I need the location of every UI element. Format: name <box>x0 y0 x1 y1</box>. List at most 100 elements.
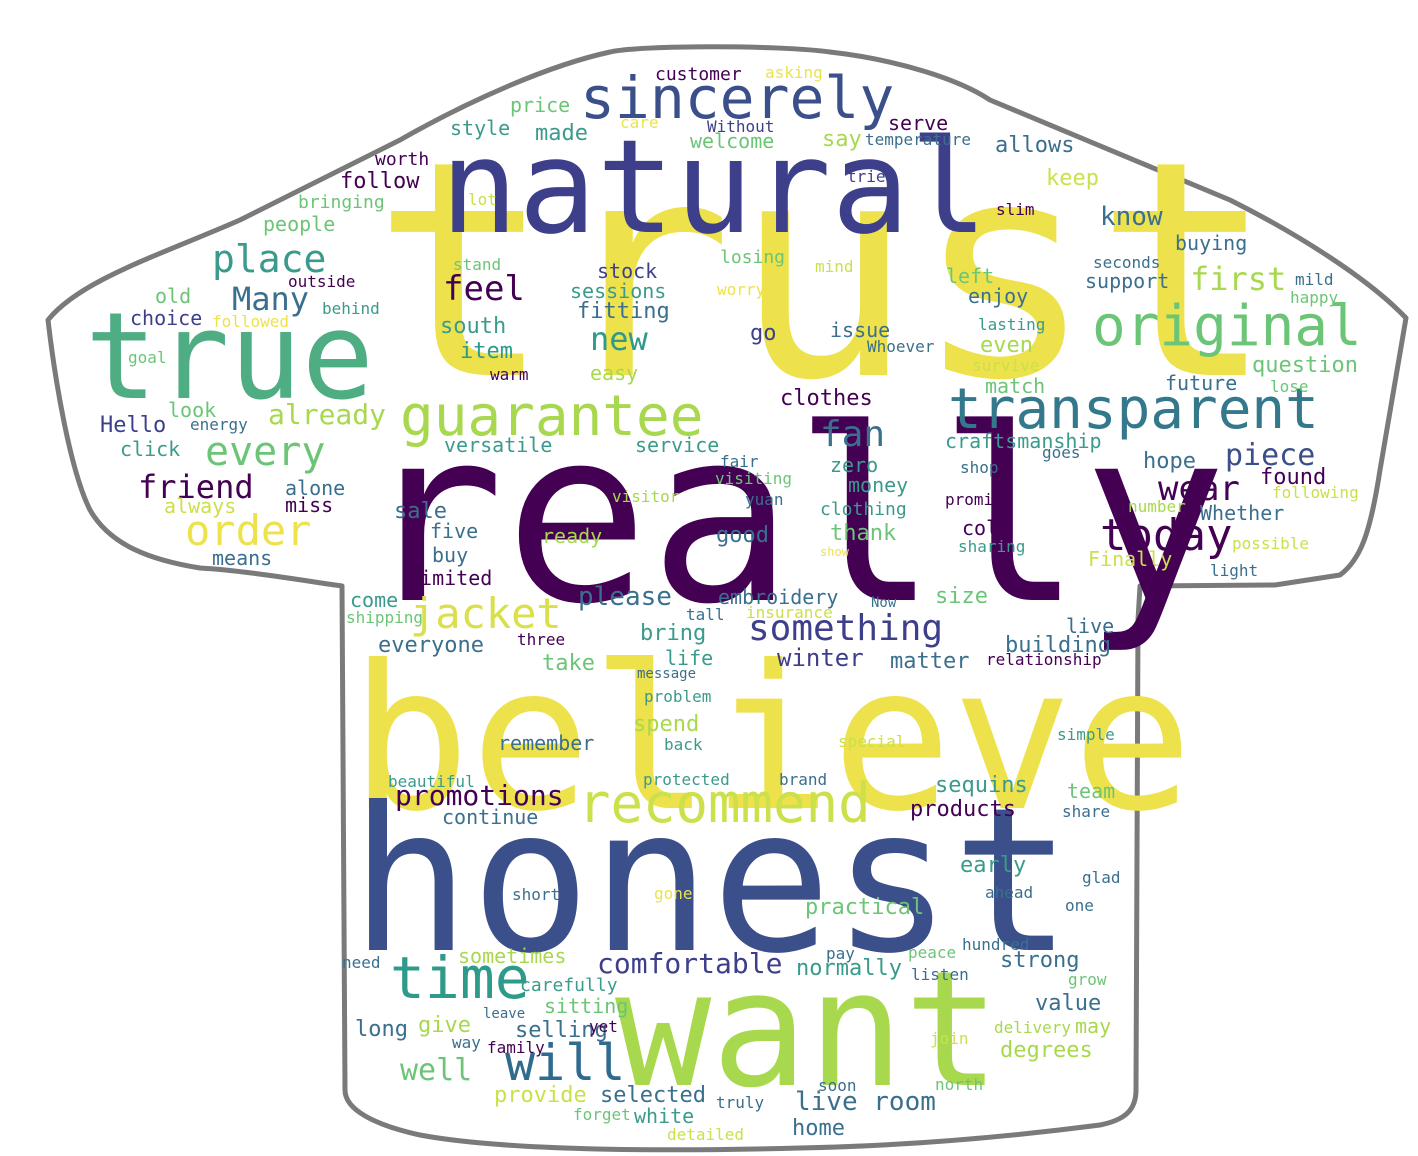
word-whether: Whether <box>1200 501 1284 525</box>
word-easy: easy <box>590 361 638 385</box>
word-yet: yet <box>589 1017 618 1036</box>
word-give: give <box>418 1013 471 1038</box>
word-one: one <box>1065 896 1094 915</box>
word-money: money <box>848 473 908 497</box>
word-grow: grow <box>1068 970 1107 989</box>
word-question: question <box>1252 353 1358 378</box>
word-allows: allows <box>995 133 1074 158</box>
word-soon: soon <box>818 1076 857 1095</box>
word-special: special <box>838 732 905 751</box>
word-really: really <box>360 377 1227 657</box>
word-lot: lot <box>468 190 497 209</box>
word-matter: matter <box>890 649 969 674</box>
word-found: found <box>1260 465 1326 490</box>
word-normally: normally <box>796 956 902 981</box>
word-keep: keep <box>1046 166 1099 191</box>
word-clothing: clothing <box>820 499 907 520</box>
word-message: message <box>637 666 696 682</box>
word-match: match <box>985 374 1045 398</box>
word-survive: survive <box>972 356 1039 375</box>
word-following: following <box>1272 483 1359 502</box>
word-need: need <box>342 953 381 972</box>
word-jacket: jacket <box>410 589 562 638</box>
word-price: price <box>510 93 570 117</box>
word-outside: outside <box>288 272 355 291</box>
word-style: style <box>450 116 510 140</box>
word-goes: goes <box>1042 443 1081 462</box>
word-finally: Finally <box>1088 547 1172 571</box>
word-life: life <box>665 646 713 670</box>
word-bring: bring <box>640 621 706 646</box>
word-made: made <box>535 121 588 146</box>
word-hope: hope <box>1143 449 1196 474</box>
word-continue: continue <box>442 805 538 829</box>
word-miss: miss <box>285 493 333 517</box>
word-choice: choice <box>130 306 202 330</box>
word-future: future <box>1165 371 1237 395</box>
word-winter: winter <box>777 644 864 672</box>
word-simple: simple <box>1057 725 1115 744</box>
word-sometimes: sometimes <box>458 944 566 968</box>
word-whoever: Whoever <box>867 337 935 356</box>
word-early: early <box>960 853 1026 878</box>
word-spend: spend <box>633 712 699 737</box>
word-alone: alone <box>285 476 345 500</box>
word-share: share <box>1062 802 1110 821</box>
word-delivery: delivery <box>994 1018 1071 1037</box>
word-mild: mild <box>1295 270 1334 289</box>
word-means: means <box>212 546 272 570</box>
word-five: five <box>430 519 478 543</box>
word-energy: energy <box>190 415 248 434</box>
word-many: Many <box>232 280 309 318</box>
word-wear: wear <box>1158 469 1240 509</box>
word-happy: happy <box>1290 288 1339 307</box>
word-left: left <box>946 264 994 288</box>
word-place: place <box>212 237 326 281</box>
word-time: time <box>390 944 530 1012</box>
word-welcome: welcome <box>690 129 774 153</box>
word-say: say <box>822 127 862 152</box>
word-brand: brand <box>779 770 827 789</box>
word-temperature: temperature <box>865 130 971 149</box>
word-worth: worth <box>375 149 429 170</box>
word-way: way <box>452 1033 481 1052</box>
word-relationship: relationship <box>986 650 1102 669</box>
word-new: new <box>590 320 649 358</box>
word-truly: truly <box>716 1093 765 1112</box>
word-something: something <box>748 608 943 649</box>
word-yuan: yuan <box>745 490 784 509</box>
word-slim: slim <box>996 200 1035 219</box>
word-seconds: seconds <box>1093 253 1160 272</box>
word-natural: natural <box>440 111 988 263</box>
word-comfortable: comfortable <box>597 947 782 980</box>
word-fitting: fitting <box>577 299 670 324</box>
word-bringing: bringing <box>298 192 385 213</box>
word-recommend: recommend <box>578 772 871 835</box>
word-guarantee: guarantee <box>400 384 703 449</box>
word-thank: thank <box>830 521 896 546</box>
word-possible: possible <box>1232 534 1309 553</box>
word-ahead: ahead <box>985 883 1033 902</box>
word-gone: gone <box>654 884 693 903</box>
word-stand: stand <box>453 255 501 274</box>
word-visiting: visiting <box>715 469 792 488</box>
word-buy: buy <box>432 543 468 567</box>
word-mind: mind <box>815 257 854 276</box>
word-true: true <box>85 288 374 427</box>
word-live-room: live room <box>795 1087 936 1117</box>
word-first: first <box>1190 260 1286 298</box>
word-look: look <box>168 398 216 422</box>
word-warm: warm <box>490 365 529 384</box>
word-piece: piece <box>1225 438 1315 473</box>
word-asking: asking <box>765 63 823 82</box>
word-enjoy: enjoy <box>968 284 1028 308</box>
word-promotions: promotions <box>395 779 564 812</box>
word-versatile: versatile <box>444 433 552 457</box>
word-problem: problem <box>644 687 711 706</box>
word-forget: forget <box>573 1105 631 1124</box>
word-insurance: insurance <box>746 603 833 622</box>
word-short: short <box>512 885 560 904</box>
word-promise: promise <box>945 490 1012 509</box>
